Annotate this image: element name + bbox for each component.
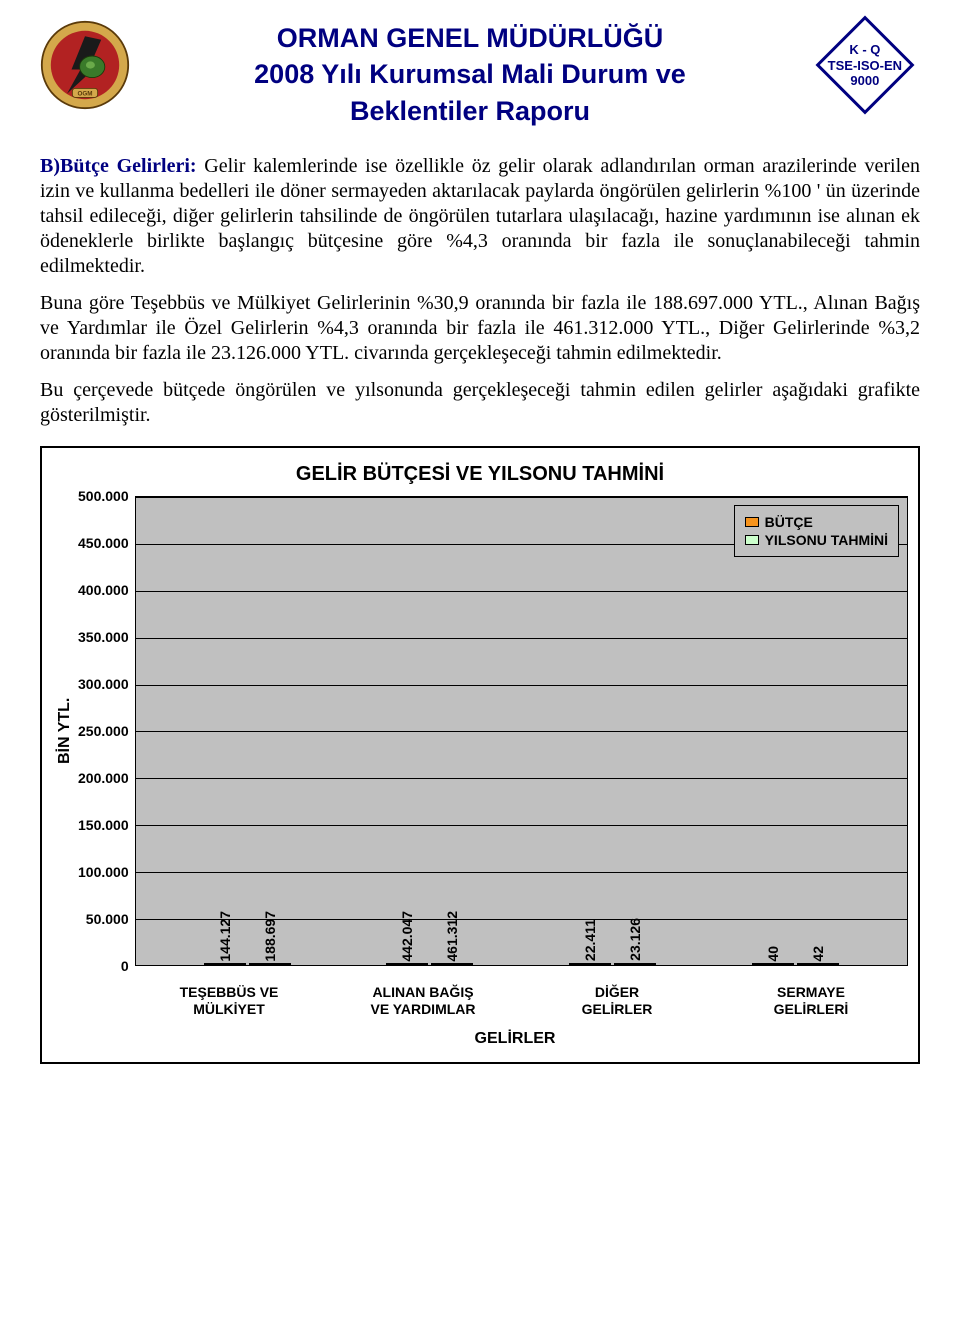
- bar-value-label: 22.411: [582, 919, 598, 961]
- bar: 23.126: [614, 963, 656, 965]
- x-axis-labels: TEŞEBBÜS VEMÜLKİYETALINAN BAĞIŞVE YARDIM…: [42, 976, 918, 1022]
- report-title: ORMAN GENEL MÜDÜRLÜĞÜ 2008 Yılı Kurumsal…: [145, 20, 795, 129]
- bar-group: 22.41123.126: [569, 963, 656, 965]
- chart-legend: BÜTÇE YILSONU TAHMİNİ: [734, 505, 899, 557]
- bar-value-label: 144.127: [217, 911, 233, 962]
- svg-text:OGM: OGM: [77, 91, 92, 98]
- legend-item: BÜTÇE: [745, 514, 888, 530]
- section-lead: B)Bütçe Gelirleri:: [40, 155, 197, 177]
- x-tick-label: SERMAYEGELİRLERİ: [714, 984, 908, 1018]
- bar: 188.697: [249, 963, 291, 965]
- org-logo: OGM: [40, 20, 130, 110]
- y-axis-ticks: 500.000450.000400.000350.000300.000250.0…: [78, 496, 135, 966]
- title-line-3: Beklentiler Raporu: [145, 93, 795, 129]
- chart-title: GELİR BÜTÇESİ VE YILSONU TAHMİNİ: [42, 448, 918, 496]
- bar-value-label: 42: [810, 946, 826, 962]
- legend-label: YILSONU TAHMİNİ: [765, 532, 888, 548]
- paragraph-2: Buna göre Teşebbüs ve Mülkiyet Gelirleri…: [40, 291, 920, 366]
- bar-value-label: 23.126: [627, 918, 643, 961]
- bar: 42: [797, 963, 839, 965]
- bar: 461.312: [431, 963, 473, 965]
- revenue-chart: GELİR BÜTÇESİ VE YILSONU TAHMİNİ BİN YTL…: [40, 446, 920, 1064]
- x-tick-label: ALINAN BAĞIŞVE YARDIMLAR: [326, 984, 520, 1018]
- x-tick-label: DİĞERGELİRLER: [520, 984, 714, 1018]
- page-header: OGM ORMAN GENEL MÜDÜRLÜĞÜ 2008 Yılı Kuru…: [40, 20, 920, 129]
- gridlines: [136, 497, 907, 965]
- x-tick-label: TEŞEBBÜS VEMÜLKİYET: [132, 984, 326, 1018]
- bar-group: 442.047461.312: [386, 963, 473, 965]
- paragraph-3: Bu çerçevede bütçede öngörülen ve yılson…: [40, 378, 920, 428]
- bar-group: 144.127188.697: [204, 963, 291, 965]
- x-axis-super-label: GELİRLER: [42, 1022, 918, 1062]
- title-line-2: 2008 Yılı Kurumsal Mali Durum ve: [145, 56, 795, 92]
- paragraph-1: B)Bütçe Gelirleri: Gelir kalemlerinde is…: [40, 154, 920, 279]
- plot-area: BÜTÇEYILSONU TAHMİNİ 144.127188.697442.0…: [135, 496, 908, 966]
- legend-swatch: [745, 517, 759, 527]
- title-line-1: ORMAN GENEL MÜDÜRLÜĞÜ: [145, 20, 795, 56]
- badge-line-3: 9000: [828, 73, 902, 89]
- bar-value-label: 442.047: [399, 911, 415, 962]
- bar-value-label: 461.312: [444, 911, 460, 962]
- y-axis-label: BİN YTL.: [52, 496, 78, 966]
- legend-item: YILSONU TAHMİNİ: [745, 532, 888, 548]
- bar-group: 4042: [752, 963, 839, 965]
- legend-label: BÜTÇE: [765, 514, 813, 530]
- quality-badge: K - Q TSE-ISO-EN 9000: [810, 20, 920, 110]
- badge-line-2: TSE-ISO-EN: [828, 57, 902, 73]
- bar: 144.127: [204, 963, 246, 965]
- bar: 22.411: [569, 963, 611, 965]
- legend-swatch: [745, 535, 759, 545]
- bar-value-label: 40: [765, 946, 781, 962]
- bar: 40: [752, 963, 794, 965]
- bar: 442.047: [386, 963, 428, 965]
- bar-value-label: 188.697: [262, 911, 278, 962]
- badge-line-1: K - Q: [828, 42, 902, 58]
